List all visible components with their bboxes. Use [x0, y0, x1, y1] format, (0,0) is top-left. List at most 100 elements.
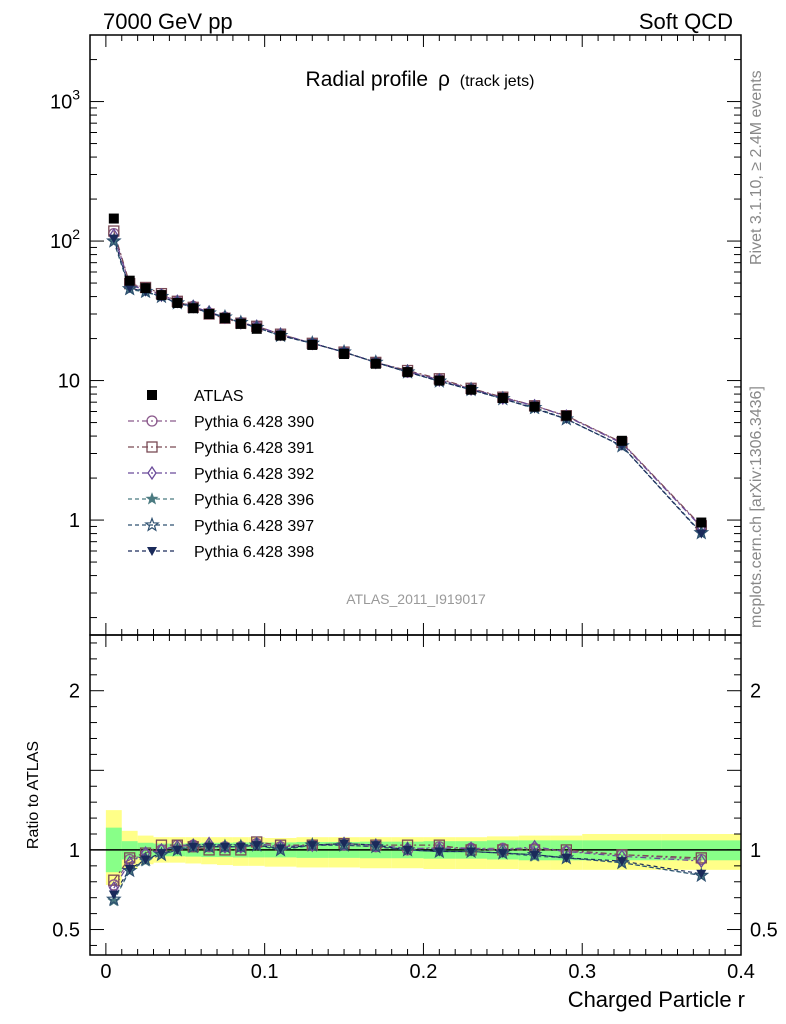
atlas-data-point [172, 297, 183, 308]
main-plot-frame [89, 34, 742, 636]
ratio-point [466, 847, 477, 857]
ratio-point [156, 849, 167, 859]
atlas-data-point [235, 318, 246, 329]
ratio-point [695, 852, 707, 864]
atlas-data-point [466, 384, 477, 395]
main-point [696, 529, 707, 539]
ratio-line-pythia-6.428-397 [113, 844, 702, 900]
header-process: Soft QCD [639, 9, 733, 34]
atlas-data-point [108, 213, 119, 224]
ratio-point [105, 891, 122, 906]
y-tick-base: 10 [58, 371, 80, 393]
atlas-data-point [156, 290, 167, 301]
main-line-pythia-6.428-397 [113, 240, 702, 534]
ratio-point [370, 841, 381, 851]
ratio-y-tick-label-left: 2 [69, 681, 80, 703]
main-title: Radial profile ρ (track jets) [306, 68, 535, 91]
main-line-pythia-6.428-398 [113, 238, 702, 534]
legend-marker [147, 465, 157, 481]
ratio-y-tick-label-right: 2 [750, 681, 761, 703]
atlas-data-point [307, 339, 318, 350]
ratio-line-pythia-6.428-398 [113, 842, 702, 895]
y-tick-base: 10 [50, 231, 72, 253]
atlas-data-point [124, 275, 135, 286]
ratio-point [561, 853, 572, 863]
atlas-data-point [204, 309, 215, 320]
x-tick-label: 0.1 [251, 961, 279, 983]
ratio-point [497, 849, 508, 859]
legend: ATLAS Pythia 6.428 390 Pythia 6.428 391 Pyt… [128, 388, 314, 561]
legend-marker [145, 492, 159, 505]
legend-label: Pythia 6.428 396 [194, 492, 314, 509]
axes [89, 34, 742, 956]
ratio-plot-frame [89, 634, 742, 956]
ratio-point [188, 842, 199, 852]
x-tick-label: 0.4 [727, 961, 755, 983]
atlas-data-point [275, 330, 286, 341]
x-tick-label: 0.2 [410, 961, 438, 983]
atlas-data-point [188, 303, 199, 314]
ratio-point [219, 842, 230, 852]
legend-marker [146, 415, 158, 427]
atlas-data-point [696, 517, 707, 528]
y-tick-label: 102 [50, 226, 80, 253]
title-symbol: ρ [438, 68, 450, 91]
ratio-y-tick-label-right: 1 [750, 840, 761, 862]
ratio-point [124, 865, 135, 875]
atlas-data-point [497, 392, 508, 403]
main-line-pythia-6.428-392 [113, 235, 702, 528]
ratio-point [140, 855, 151, 865]
y-tick-label: 103 [50, 87, 80, 114]
title-sub: (track jets) [460, 73, 535, 90]
ratio-point [402, 845, 413, 855]
rivet-label: Rivet 3.1.10, ≥ 2.4M events [748, 70, 765, 265]
legend-label: Pythia 6.428 390 [194, 414, 314, 431]
series-markers [105, 213, 710, 907]
main-point [105, 232, 122, 248]
y-tick-exponent: 2 [72, 226, 80, 242]
atlas-data-point [529, 401, 540, 412]
main-point [108, 234, 119, 244]
x-tick-label: 0 [100, 961, 111, 983]
ratio-line-pythia-6.428-391 [113, 841, 702, 881]
ratio-point [108, 874, 120, 886]
legend-marker [144, 516, 160, 532]
legend-atlas-label: ATLAS [194, 388, 244, 405]
atlas-data-point [339, 349, 350, 360]
y-tick-label: 10 [58, 371, 80, 393]
legend-marker [147, 547, 157, 556]
x-tick-label: 0.3 [568, 961, 596, 983]
atlas-data-point [561, 410, 572, 421]
ratio-y-tick-label-left: 0.5 [52, 920, 80, 942]
ratio-point [696, 869, 707, 879]
series-lines [113, 230, 702, 902]
x-axis-label: Charged Particle r [568, 987, 745, 1012]
analysis-watermark: ATLAS_2011_I919017 [346, 591, 486, 607]
ratio-point [616, 857, 627, 867]
legend-label: Pythia 6.428 392 [194, 466, 314, 483]
ratio-point [108, 890, 119, 900]
atlas-data-point [616, 435, 627, 446]
ratio-point [434, 847, 445, 857]
ratio-point [696, 853, 707, 869]
ratio-point [307, 841, 318, 851]
ratio-line-pythia-6.428-392 [113, 842, 702, 889]
atlas-data-point [434, 375, 445, 386]
ratio-point [172, 845, 183, 855]
legend-label: Pythia 6.428 397 [194, 518, 314, 535]
ratio-point [204, 842, 215, 852]
main-point [124, 284, 135, 294]
atlas-data-point [219, 313, 230, 324]
y-tick-exponent: 3 [72, 87, 80, 103]
y-tick-base: 10 [50, 92, 72, 114]
atlas-data-point [402, 367, 413, 378]
header-energy: 7000 GeV pp [103, 9, 233, 34]
y-tick-base: 1 [69, 510, 80, 532]
ratio-point [529, 850, 540, 860]
ratio-y-tick-label-left: 1 [69, 840, 80, 862]
ratio-point [275, 844, 286, 854]
title-text: Radial profile [306, 68, 429, 91]
ratio-point [339, 839, 350, 849]
